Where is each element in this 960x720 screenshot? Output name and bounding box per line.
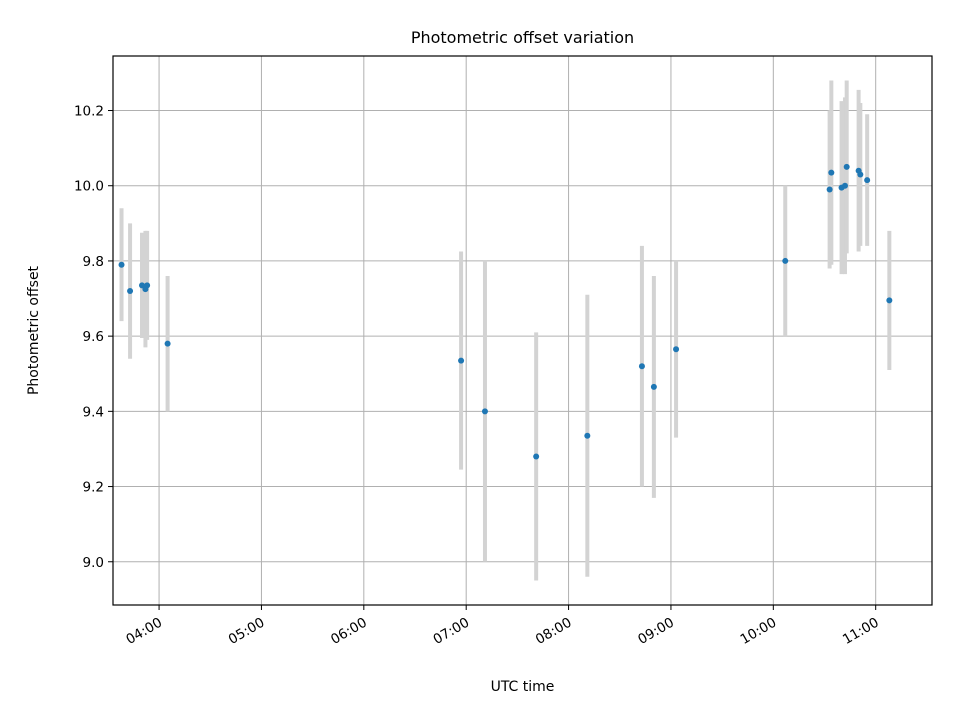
data-point (864, 177, 871, 184)
y-axis-label: Photometric offset (26, 265, 42, 395)
data-point (650, 383, 657, 390)
data-point (584, 432, 591, 439)
x-tick-label: 09:00 (635, 615, 677, 648)
y-tick-label: 9.8 (83, 254, 104, 270)
data-point (481, 408, 488, 415)
data-point (458, 357, 465, 364)
data-point (826, 186, 833, 193)
error-bars (119, 80, 892, 581)
data-point (673, 346, 680, 353)
data-point (857, 171, 864, 178)
chart-title: Photometric offset variation (411, 28, 634, 47)
y-tick-label: 9.0 (83, 555, 104, 571)
data-point (533, 453, 540, 460)
grid (113, 56, 932, 605)
data-point (144, 282, 151, 289)
x-tick-label: 10:00 (738, 615, 780, 648)
x-tick-label: 06:00 (328, 615, 370, 648)
data-point (118, 261, 125, 268)
x-axis-label: UTC time (491, 679, 555, 695)
data-point (638, 363, 645, 370)
y-tick-label: 10.0 (74, 179, 104, 195)
x-tick-label: 04:00 (123, 615, 165, 648)
data-point (886, 297, 893, 304)
plot-frame (112, 55, 933, 606)
data-points (118, 163, 893, 460)
x-tick-label: 08:00 (533, 615, 575, 648)
y-tick-label: 10.2 (74, 104, 104, 120)
y-tick-label: 9.6 (83, 329, 104, 345)
ticks: 04:00 05:00 06:00 07:00 08:00 09:00 10:00 11:00… (74, 104, 882, 648)
data-point (843, 163, 850, 170)
data-point (164, 340, 171, 347)
data-point (828, 169, 835, 176)
x-tick-label: 05:00 (226, 615, 268, 648)
data-point (841, 182, 848, 189)
data-point (782, 257, 789, 264)
x-tick-label: 11:00 (840, 615, 882, 648)
x-tick-label: 07:00 (430, 615, 472, 648)
y-tick-label: 9.2 (83, 480, 104, 496)
data-point (127, 288, 134, 295)
y-tick-label: 9.4 (83, 404, 104, 420)
